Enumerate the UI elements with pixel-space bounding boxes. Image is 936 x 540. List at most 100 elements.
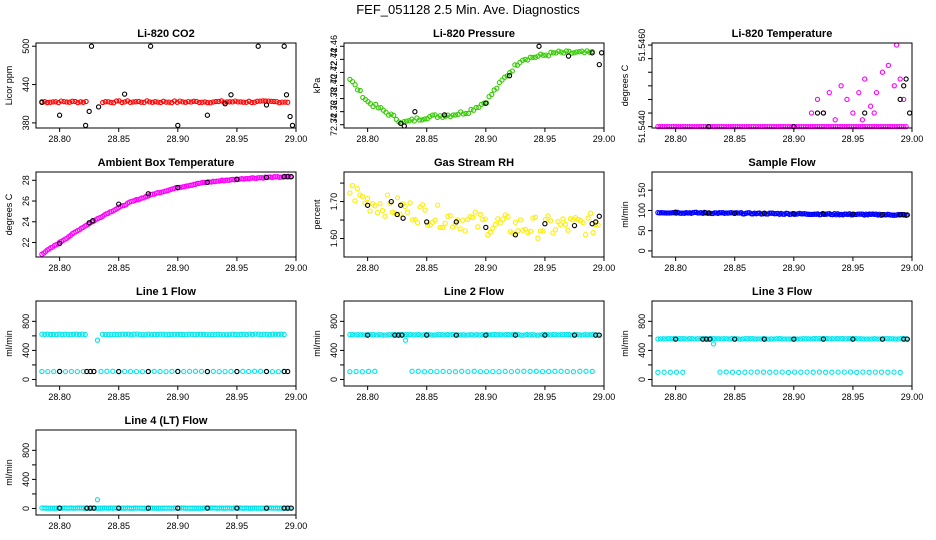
x-tick-label: 28.80 [48,263,71,273]
data-point [422,116,428,122]
data-point [163,332,169,338]
series-primary [655,123,909,130]
data-point [532,214,539,220]
data-point [791,211,797,217]
data-point [444,331,451,338]
data-point [263,505,270,511]
data-point [672,209,679,215]
data-point [496,369,502,375]
data-point [349,78,356,85]
data-point [442,332,448,338]
series-outliers [672,209,910,218]
chart-title: Li-820 Pressure [433,28,515,40]
data-point [555,218,561,225]
data-point [201,179,208,186]
data-point [455,332,461,338]
data-point [80,368,86,375]
plot-frame [651,300,913,387]
data-point [863,336,870,342]
data-point [116,201,122,207]
data-point [111,331,117,338]
plot-frame [343,42,605,129]
chart-panel: Li-820 Pressure kPa 28.80 28.85 28.90 28.95 29… [312,28,615,144]
data-point [372,368,378,374]
series-outliers [39,43,296,129]
data-point [532,332,538,338]
data-point [754,369,760,375]
data-point [275,368,281,375]
data-point [708,210,714,217]
data-point [285,99,291,105]
data-point [353,368,359,375]
data-point [550,331,556,338]
data-point [470,214,476,221]
data-point [862,110,868,116]
y-tick-label: 50 [637,226,647,236]
data-point [53,331,59,338]
data-point [58,98,64,104]
y-tick-label: 0 [21,377,31,382]
data-point [680,369,686,375]
data-point [850,336,856,342]
data-point [866,336,872,342]
data-point [879,211,886,218]
data-point [771,336,777,342]
data-point [285,505,291,511]
data-point [598,50,605,56]
data-point [402,337,409,343]
data-point [385,112,392,118]
data-point [707,336,713,342]
data-point [110,368,116,374]
data-point [367,101,374,107]
data-point [514,62,521,68]
data-point [174,99,180,105]
series-primary [39,505,293,511]
data-point [497,220,503,226]
data-point [246,368,252,375]
data-point [194,180,200,187]
data-point [232,98,238,104]
data-point [459,368,465,374]
series-primary [39,98,291,106]
series-primary [39,173,293,257]
data-point [844,96,850,103]
data-point [391,112,397,118]
data-point [238,99,244,105]
data-point [574,331,580,338]
data-point [274,99,280,105]
data-point [661,369,667,375]
data-point [183,332,189,338]
data-point [879,69,886,75]
data-point [209,331,215,338]
data-point [416,117,423,123]
data-point [676,335,682,342]
data-point [403,118,410,124]
data-point [509,68,515,74]
data-point [445,112,451,118]
data-point [281,331,287,338]
data-point [589,368,595,375]
data-point [119,99,125,106]
data-point [475,224,481,230]
data-point [160,98,167,104]
data-point [500,332,506,338]
data-point [56,240,63,247]
data-point [169,331,175,338]
data-point [590,229,596,236]
data-point [901,212,907,218]
y-tick-label: 380 [21,115,31,130]
data-point [64,99,70,105]
data-point [898,335,904,342]
data-point [135,98,142,105]
data-point [102,99,109,105]
data-point [228,176,234,183]
data-point [589,50,595,56]
x-tick-label: 28.95 [534,134,557,144]
data-point [579,332,585,338]
data-point [834,335,841,342]
data-point [453,332,459,338]
data-point [592,221,599,228]
data-point [91,505,97,511]
data-point [470,107,477,113]
data-point [530,54,536,61]
